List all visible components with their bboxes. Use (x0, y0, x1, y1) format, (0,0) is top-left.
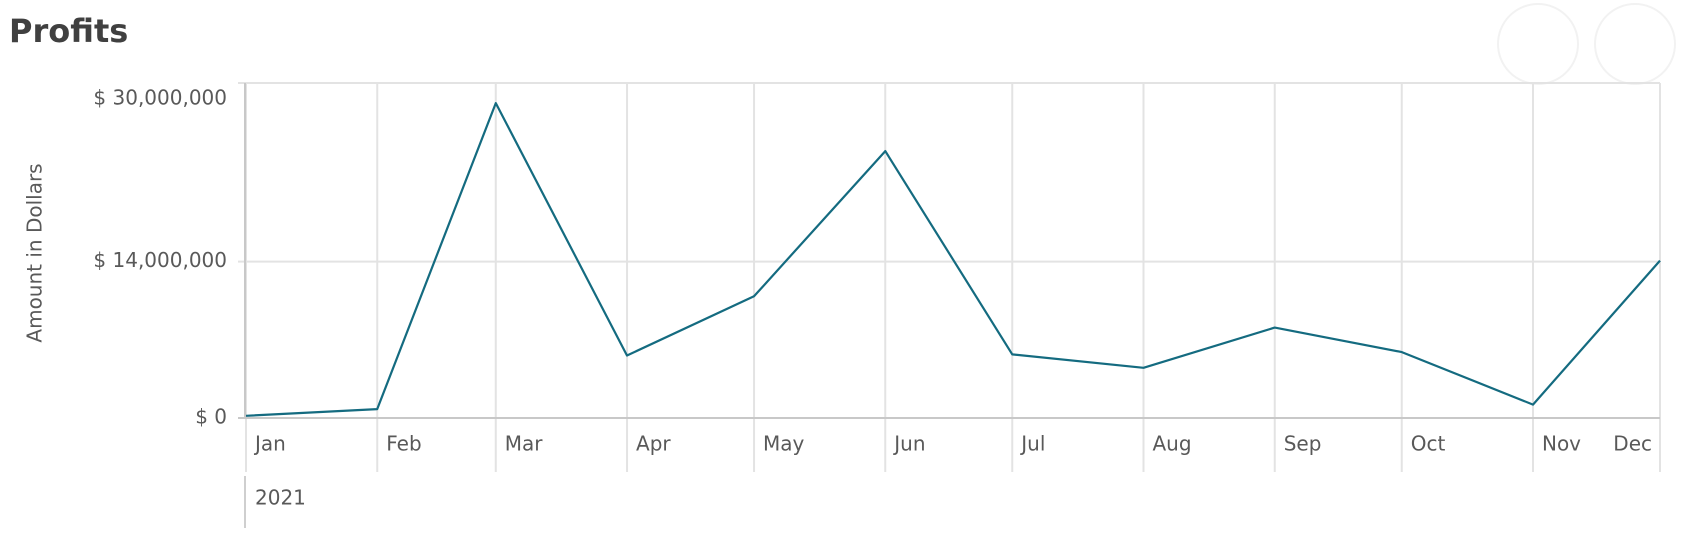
x-tick-label: Mar (505, 432, 544, 456)
menu-button[interactable] (1594, 3, 1676, 85)
x-tick-label: Jul (1019, 432, 1045, 456)
line-series (245, 102, 1661, 417)
x-tick-label: Dec (1613, 432, 1652, 456)
expand-button[interactable] (1497, 3, 1579, 85)
y-axis-label: Amount in Dollars (23, 163, 47, 342)
x-tick-label: Apr (636, 432, 671, 456)
x-tick-label: May (763, 432, 805, 456)
x-tick-label: Jan (253, 432, 286, 456)
x-tick-label: Oct (1411, 432, 1446, 456)
x-tick-label: Feb (386, 432, 421, 456)
x-tick-label: Sep (1284, 432, 1322, 456)
x-tick-label: Aug (1153, 432, 1192, 456)
x-tick-label: Jun (892, 432, 925, 456)
x-tick-label: Nov (1542, 432, 1581, 456)
y-tick-label: $ 0 (195, 405, 227, 429)
chart-title: Profits (9, 12, 128, 50)
y-tick-label: $ 30,000,000 (93, 86, 227, 110)
year-label: 2021 (255, 486, 306, 510)
y-tick-label: $ 14,000,000 (93, 248, 227, 272)
